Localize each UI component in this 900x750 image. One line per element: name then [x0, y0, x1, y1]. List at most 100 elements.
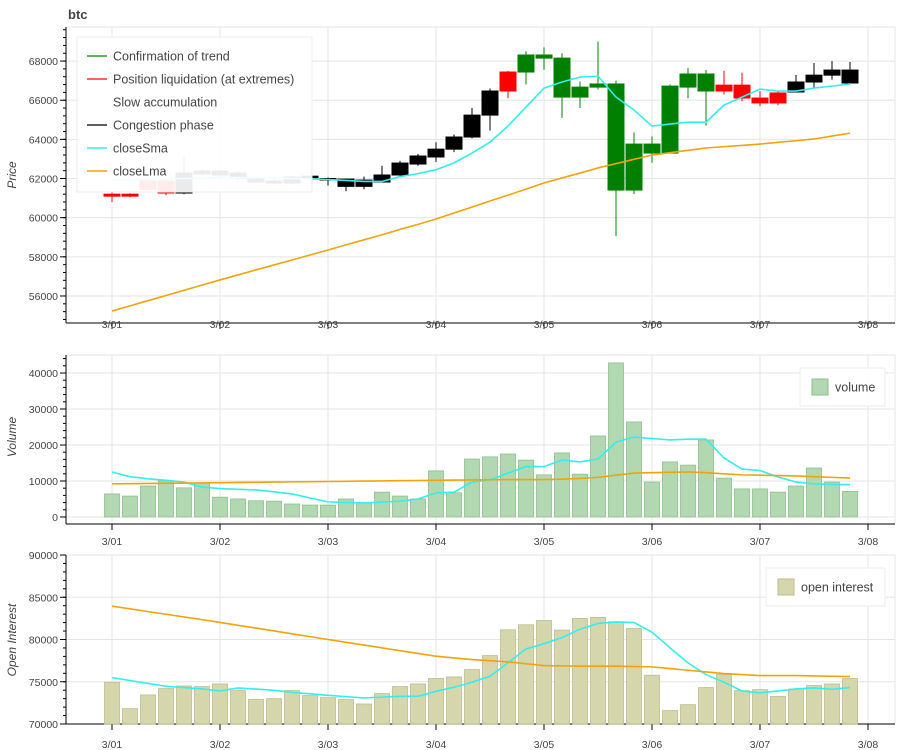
- volume-bar: [248, 500, 264, 518]
- open-interest-bar: [284, 690, 300, 725]
- candle-body: [517, 54, 535, 73]
- legend-item-label: closeLma: [113, 165, 167, 179]
- open-interest-bar: [212, 683, 228, 725]
- panel-open-interest: [60, 554, 896, 730]
- volume-bar: [320, 504, 336, 518]
- open-interest-bar: [374, 693, 390, 725]
- y-tick-label: 75000: [29, 677, 58, 689]
- candle-body: [769, 92, 787, 104]
- volume-bar: [626, 421, 642, 518]
- y-tick-label: 62000: [29, 174, 58, 186]
- candle-body: [625, 143, 643, 191]
- x-tick-label: 3/08: [858, 739, 879, 750]
- volume-sma-line: [111, 436, 850, 504]
- candle-body: [787, 81, 805, 93]
- candle-body: [355, 179, 373, 187]
- open-interest-bar: [770, 695, 786, 725]
- candle-body: [715, 84, 733, 92]
- candle-body: [841, 69, 859, 84]
- open-interest-bar: [266, 698, 282, 725]
- open-interest-bar: [788, 688, 804, 725]
- open-interest-bar: [572, 618, 588, 725]
- volume-bar: [500, 453, 516, 518]
- open-interest-bar: [158, 688, 174, 725]
- volume-bar: [464, 458, 480, 518]
- y-tick-label: 60000: [29, 213, 58, 225]
- candle-body: [643, 143, 661, 154]
- legend-item-label: closeSma: [113, 142, 168, 156]
- open-interest-bar: [302, 695, 318, 725]
- x-tick-label: 3/06: [642, 536, 663, 548]
- candle-body: [103, 193, 121, 197]
- x-tick-label: 3/04: [426, 536, 447, 548]
- x-tick-label: 3/05: [534, 739, 555, 750]
- open-interest-bar: [410, 683, 426, 725]
- candle-body: [589, 83, 607, 88]
- open-interest-bar: [320, 697, 336, 725]
- volume-bar: [482, 456, 498, 518]
- open-interest-bar: [356, 703, 372, 725]
- volume-bar: [554, 452, 570, 518]
- x-tick-label: 3/04: [426, 739, 447, 750]
- x-tick-label: 3/05: [534, 319, 555, 331]
- candle-body: [553, 57, 571, 98]
- candle-body: [823, 69, 841, 76]
- y-tick-label: 64000: [29, 134, 58, 146]
- legend-box: [76, 36, 313, 193]
- x-tick-label: 3/02: [210, 319, 231, 331]
- y-tick-label: 40000: [29, 368, 58, 380]
- y-tick-label: 10000: [29, 476, 58, 488]
- x-tick-label: 3/06: [642, 319, 663, 331]
- volume-bar: [266, 500, 282, 518]
- volume-bar: [230, 498, 246, 518]
- x-tick-label: 3/08: [858, 536, 879, 548]
- x-tick-label: 3/02: [210, 739, 231, 750]
- x-tick-label: 3/07: [750, 319, 771, 331]
- open-interest-bar: [644, 674, 660, 725]
- panel-volume: [60, 354, 896, 530]
- candle-body: [661, 85, 679, 154]
- volume-bar: [374, 491, 390, 518]
- open-interest-bar: [734, 690, 750, 725]
- open-interest-bar: [428, 678, 444, 725]
- legend: open interest: [765, 567, 886, 607]
- open-interest-bar: [608, 621, 624, 725]
- x-tick-label: 3/07: [750, 536, 771, 548]
- open-interest-bar: [338, 699, 354, 725]
- y-tick-label: 0: [52, 512, 58, 524]
- open-interest-bar: [752, 689, 768, 725]
- candle-body: [679, 73, 697, 88]
- y-tick-label: 80000: [29, 635, 58, 647]
- legend: volume: [799, 367, 886, 407]
- candle-body: [751, 97, 769, 104]
- volume-bar: [770, 491, 786, 518]
- volume-bar: [338, 498, 354, 518]
- y-tick-label: 30000: [29, 404, 58, 416]
- y-tick-label: 70000: [29, 719, 58, 731]
- close-lma-line: [111, 132, 851, 312]
- open-interest-bar: [806, 685, 822, 725]
- volume-bar: [392, 495, 408, 518]
- x-tick-label: 3/07: [750, 739, 771, 750]
- x-tick-label: 3/08: [858, 319, 879, 331]
- open-interest-bar: [680, 704, 696, 725]
- volume-bar: [302, 504, 318, 518]
- legend-item-label: Slow accumulation: [113, 96, 217, 110]
- y-tick-label: 85000: [29, 592, 58, 604]
- open-interest-bar: [230, 690, 246, 725]
- y-tick-label: 58000: [29, 252, 58, 264]
- x-tick-label: 3/01: [102, 536, 123, 548]
- y-tick-label: 66000: [29, 95, 58, 107]
- open-interest-bar: [464, 669, 480, 725]
- open-interest-bar: [482, 655, 498, 725]
- x-tick-label: 3/03: [318, 319, 339, 331]
- candle-body: [697, 73, 715, 92]
- volume-bar: [410, 498, 426, 518]
- open-interest-bar: [122, 708, 138, 725]
- volume-bar: [716, 477, 732, 518]
- open-interest-bar: [104, 681, 120, 725]
- volume-bar: [428, 470, 444, 518]
- open-interest-bar: [554, 629, 570, 725]
- open-interest-bar: [194, 686, 210, 725]
- volume-bar: [698, 439, 714, 518]
